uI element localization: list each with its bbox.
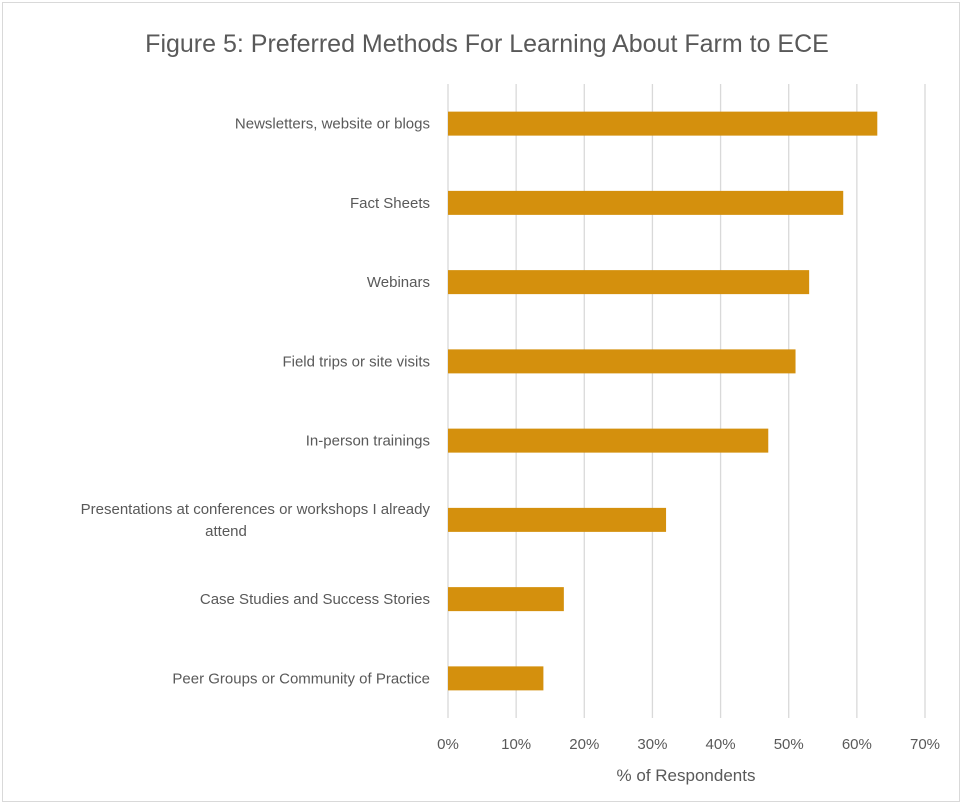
x-tick-labels: 0% 10% 20% 30% 40% 50% 60% 70% [437,736,940,753]
category-label: In-person trainings [306,433,430,450]
x-tick-label: 30% [637,736,667,753]
bar [448,270,810,295]
x-tick-label: 20% [569,736,599,753]
x-tick-label: 10% [501,736,531,753]
chart-title: Figure 5: Preferred Methods For Learning… [145,30,829,58]
category-labels: Newsletters, website or blogs Fact Sheets… [81,116,431,688]
category-label: Webinars [367,274,430,291]
x-tick-label: 40% [706,736,736,753]
bar [448,428,769,453]
bar [448,507,667,532]
bar [448,349,796,374]
gridlines [447,84,926,718]
bars [448,111,878,691]
x-tick-label: 60% [842,736,872,753]
x-axis-title: % of Respondents [617,766,756,785]
x-tick-label: 50% [774,736,804,753]
x-tick-label: 0% [437,736,459,753]
bar [448,111,878,136]
category-label: Case Studies and Success Stories [200,591,430,608]
category-label: Field trips or site visits [282,353,430,370]
bar [448,587,564,612]
category-label: Fact Sheets [350,195,430,212]
category-label: Peer Groups or Community of Practice [172,670,430,687]
category-label: Newsletters, website or blogs [235,116,430,133]
bar [448,666,544,691]
bar [448,190,844,215]
x-tick-label: 70% [910,736,940,753]
category-label: Presentations at conferences or workshop… [81,501,431,540]
